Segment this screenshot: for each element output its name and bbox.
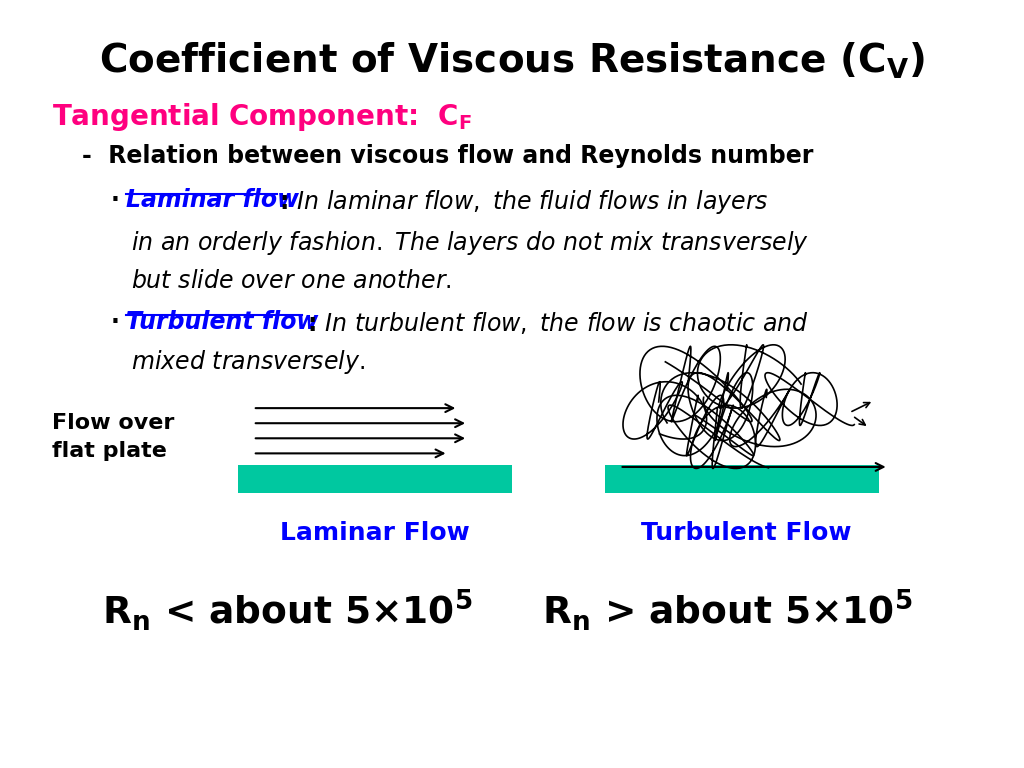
Text: : $\mathit{In\ laminar\ flow,\ the\ fluid\ flows\ in\ layers}$: : $\mathit{In\ laminar\ flow,\ the\ flui…: [280, 188, 769, 216]
Text: Laminar Flow: Laminar Flow: [281, 521, 470, 545]
Text: Turbulent flow: Turbulent flow: [126, 310, 318, 334]
Text: ·: ·: [111, 310, 128, 334]
Text: Turbulent Flow: Turbulent Flow: [641, 521, 852, 545]
Text: $\mathit{mixed\ transversely.}$: $\mathit{mixed\ transversely.}$: [131, 348, 365, 376]
Bar: [239, 465, 512, 493]
Bar: [605, 465, 879, 493]
Text: : $\mathit{In\ turbulent\ flow,\ the\ flow\ is\ chaotic\ and}$: : $\mathit{In\ turbulent\ flow,\ the\ fl…: [306, 310, 809, 336]
Text: ·: ·: [111, 188, 128, 212]
Text: $\mathit{but\ slide\ over\ one\ another.}$: $\mathit{but\ slide\ over\ one\ another.…: [131, 269, 452, 293]
Text: Coefficient of Viscous Resistance ($\mathbf{C_V}$): Coefficient of Viscous Resistance ($\mat…: [99, 41, 925, 81]
Text: $\mathbf{R_n}$ > about $\mathbf{5{\times}10^5}$: $\mathbf{R_n}$ > about $\mathbf{5{\times…: [542, 588, 912, 634]
Text: Flow over
flat plate: Flow over flat plate: [52, 412, 175, 461]
Text: Tangential Component:  $\mathbf{C_F}$: Tangential Component: $\mathbf{C_F}$: [52, 101, 472, 133]
Text: -  Relation between viscous flow and Reynolds number: - Relation between viscous flow and Reyn…: [82, 144, 813, 168]
Text: Laminar flow: Laminar flow: [126, 188, 299, 212]
Text: $\mathit{in\ an\ orderly\ fashion.\ The\ layers\ do\ not\ mix\ transversely}$: $\mathit{in\ an\ orderly\ fashion.\ The\…: [131, 230, 809, 257]
Text: $\mathbf{R_n}$ < about $\mathbf{5{\times}10^5}$: $\mathbf{R_n}$ < about $\mathbf{5{\times…: [101, 588, 472, 634]
